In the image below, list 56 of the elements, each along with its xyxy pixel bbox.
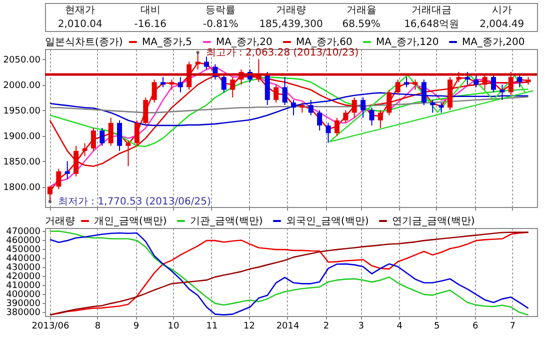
y-tick-label: 410000 [6, 281, 41, 292]
x-tick-label: 10 [168, 322, 180, 332]
x-tick-label: 11 [206, 322, 218, 332]
annotation: 최저가 : 1,770.53 (2013/06/25) [58, 196, 211, 208]
legend-label: MA_종가,5 [142, 37, 192, 48]
x-tick-label: 2013/06 [32, 322, 70, 332]
legend-label: MA_종가,120 [376, 37, 439, 48]
y-tick-label: 450000 [6, 245, 41, 256]
text: 68.59% [342, 19, 380, 30]
legend-label: 연기금_금액(백만) [392, 216, 475, 227]
y-tick-label: 470000 [6, 227, 41, 238]
text: 대비 [140, 5, 160, 16]
legend-label: MA_종가,20 [216, 37, 272, 48]
y-tick-label: 1900.00 [3, 132, 41, 142]
x-tick-label: 7 [510, 322, 516, 332]
x-tick-label: 6 [472, 322, 479, 332]
y-tick-label: 460000 [6, 236, 41, 246]
text: -16.16 [134, 19, 167, 30]
legend-label: MA_종가,60 [296, 37, 352, 48]
y-tick-label: 1800.00 [3, 183, 41, 194]
y-tick-label: 380000 [6, 308, 41, 318]
x-tick-label: 9 [133, 322, 140, 332]
y-tick-label: 400000 [6, 290, 41, 300]
x-tick-label: 3 [358, 322, 364, 332]
y-tick-label: 440000 [6, 254, 41, 264]
text: 2,004.49 [480, 19, 524, 30]
y-tick-label: 2000.00 [3, 81, 41, 92]
y-tick-label: 390000 [6, 299, 41, 310]
x-tick-label: 4 [396, 322, 403, 332]
text: 2,010.04 [58, 19, 102, 30]
y-tick-label: 2050.00 [3, 56, 41, 66]
y-tick-label: 420000 [6, 272, 41, 282]
text: -0.81% [203, 19, 238, 30]
x-tick-label: 2014 [276, 322, 300, 332]
y-tick-label: 430000 [6, 263, 41, 274]
legend-label: MA_종가,200 [462, 37, 525, 48]
y-tick-label: 1850.00 [3, 158, 41, 168]
text: 시가 [492, 5, 512, 16]
legend-label: 기관_금액(백만) [190, 216, 263, 227]
text: 현재가 [65, 5, 96, 16]
text: 거래량 [276, 5, 306, 16]
x-tick-label: 2 [323, 322, 330, 332]
text: 185,439,300 [259, 19, 323, 30]
x-tick-label: 8 [94, 322, 101, 332]
legend-title: 일본식차트(종가) [45, 37, 123, 48]
text: 거래대금 [412, 5, 452, 16]
legend-title: 거래량 [45, 216, 75, 227]
annotation: 최고가 : 2,063.28 (2013/10/23) [206, 47, 359, 58]
legend-label: 외국인_금액(백만) [286, 216, 369, 227]
x-tick-label: 12 [244, 322, 255, 332]
legend-label: 개인_금액(백만) [94, 216, 167, 227]
y-tick-label: 1950.00 [3, 106, 41, 117]
x-tick-label: 5 [434, 322, 440, 332]
text: 거래율 [346, 5, 376, 16]
text: 등락률 [206, 5, 236, 16]
text: 16,648억원 [404, 19, 460, 30]
